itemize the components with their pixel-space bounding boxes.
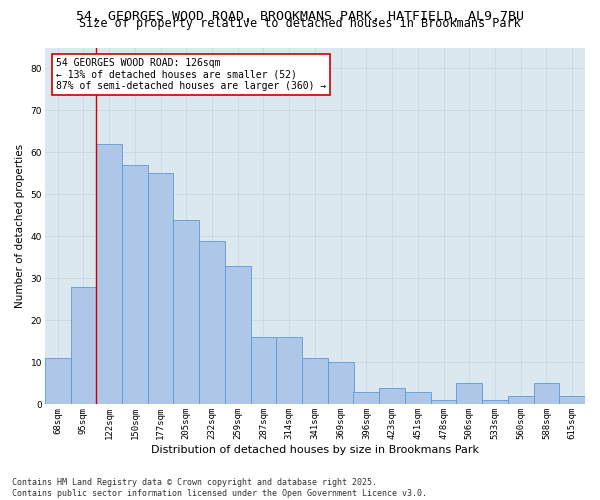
Bar (457, 384, 482, 404)
Bar (277, 337, 302, 404)
Y-axis label: Number of detached properties: Number of detached properties (15, 144, 25, 308)
Bar (533, 384, 559, 404)
Bar (379, 388, 405, 404)
Bar (405, 392, 431, 404)
Bar (302, 358, 328, 405)
X-axis label: Distribution of detached houses by size in Brookmans Park: Distribution of detached houses by size … (151, 445, 479, 455)
Bar (199, 240, 225, 404)
Bar (559, 396, 585, 404)
Bar (122, 165, 148, 404)
Bar (45, 358, 71, 405)
Bar (96, 144, 122, 405)
Bar (482, 400, 508, 404)
Bar (508, 396, 533, 404)
Text: 54, GEORGES WOOD ROAD, BROOKMANS PARK, HATFIELD, AL9 7BU: 54, GEORGES WOOD ROAD, BROOKMANS PARK, H… (76, 10, 524, 23)
Bar (71, 287, 96, 405)
Text: 54 GEORGES WOOD ROAD: 126sqm
← 13% of detached houses are smaller (52)
87% of se: 54 GEORGES WOOD ROAD: 126sqm ← 13% of de… (56, 58, 326, 92)
Text: Contains HM Land Registry data © Crown copyright and database right 2025.
Contai: Contains HM Land Registry data © Crown c… (12, 478, 427, 498)
Bar (431, 400, 457, 404)
Bar (173, 220, 199, 404)
Bar (328, 362, 353, 405)
Bar (353, 392, 379, 404)
Text: Size of property relative to detached houses in Brookmans Park: Size of property relative to detached ho… (79, 18, 521, 30)
Bar (148, 174, 173, 404)
Bar (225, 266, 251, 404)
Bar (251, 337, 277, 404)
